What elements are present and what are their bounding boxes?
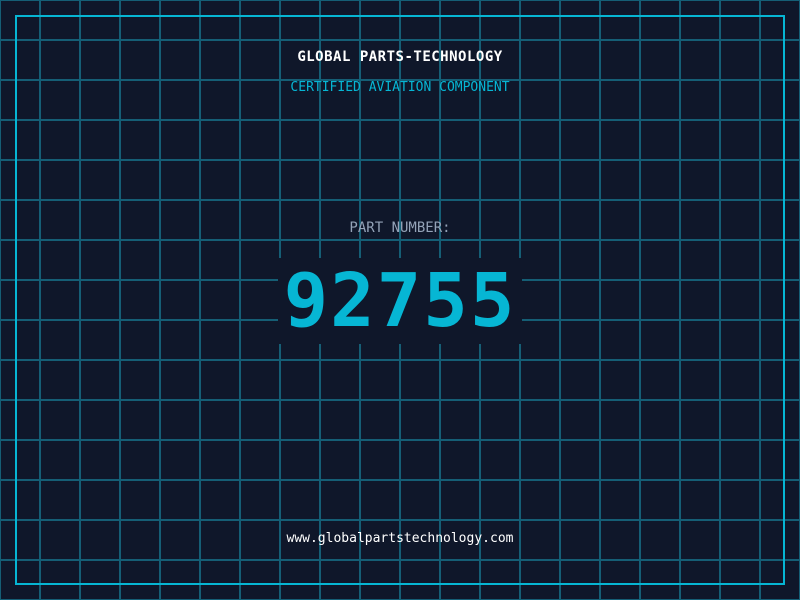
website-url: www.globalpartstechnology.com xyxy=(286,531,514,546)
part-number-value: 92755 xyxy=(277,258,523,344)
certification-subtitle: CERTIFIED AVIATION COMPONENT xyxy=(290,80,510,95)
part-number-label: PART NUMBER: xyxy=(349,220,451,236)
part-number-container: 92755 xyxy=(0,258,800,344)
border-frame xyxy=(15,15,785,585)
company-title: GLOBAL PARTS-TECHNOLOGY xyxy=(297,49,503,65)
